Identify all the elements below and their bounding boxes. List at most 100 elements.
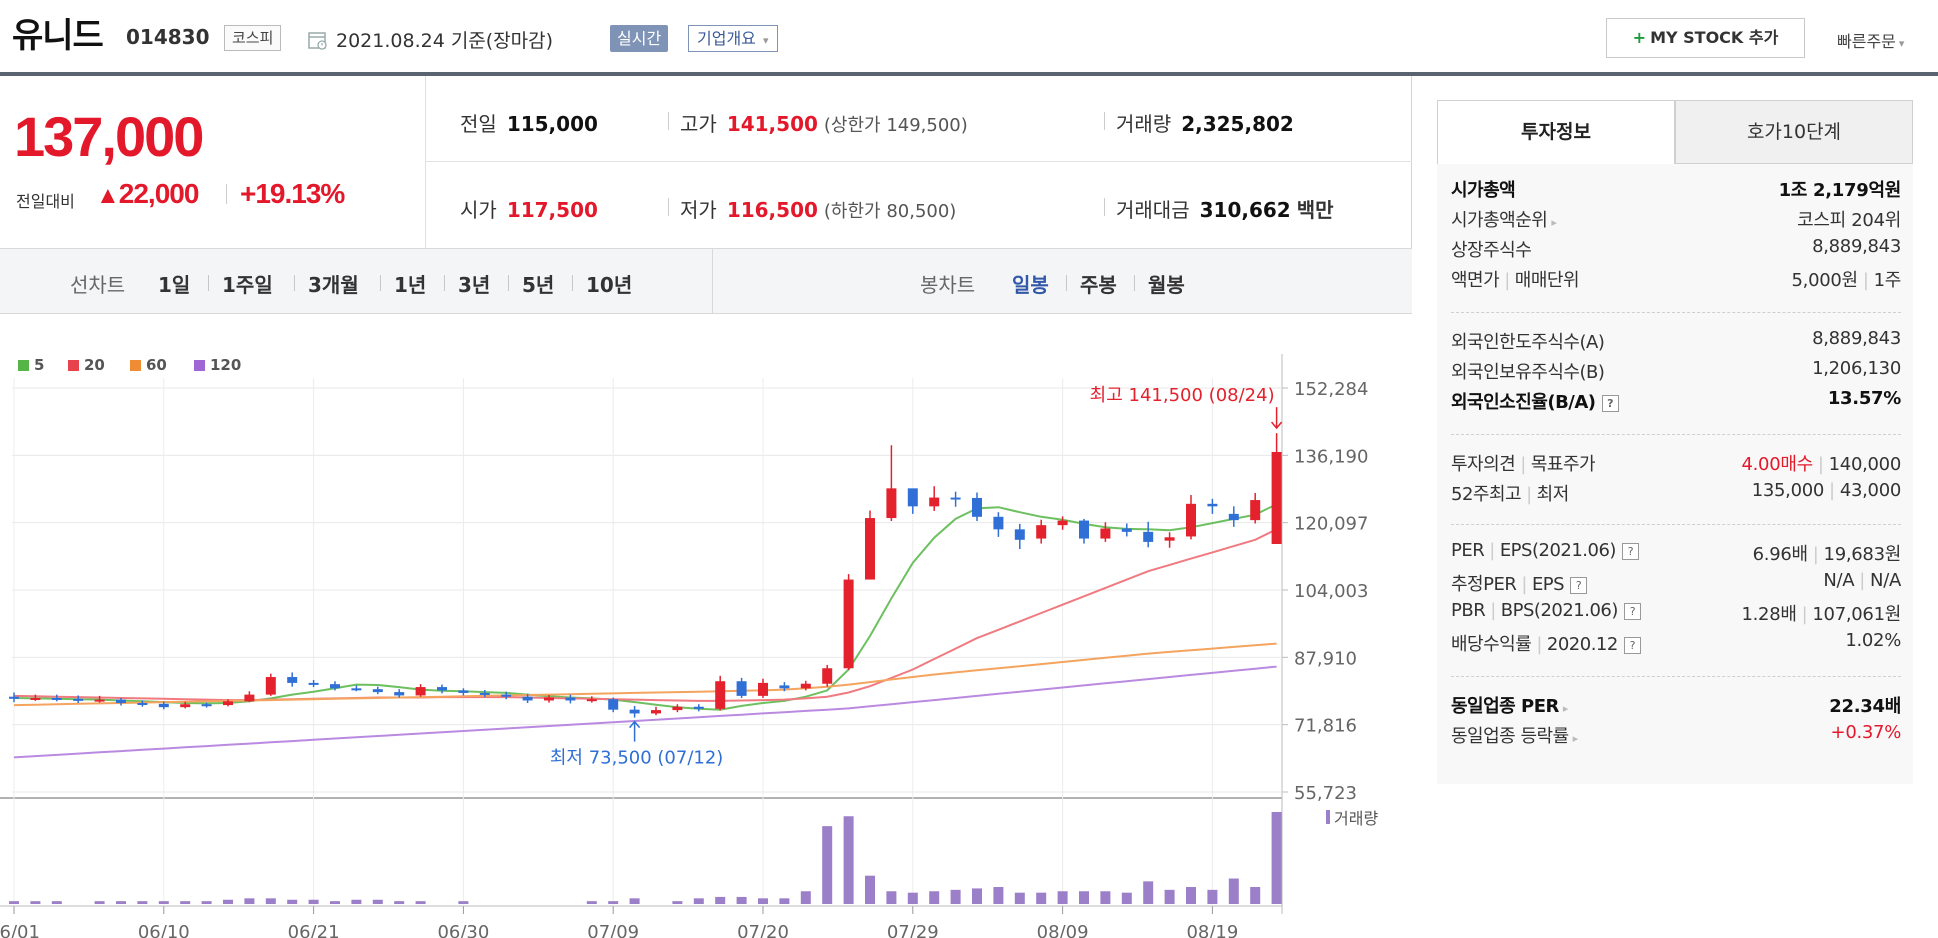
candle-body: [1250, 500, 1261, 521]
stat-label: 거래량: [1116, 112, 1172, 136]
candle-body: [715, 681, 726, 709]
info-row: 배당수익률 | 2020.12? 1.02%: [1451, 630, 1901, 660]
up-arrow-icon: ▲: [96, 182, 120, 209]
chevron-right-icon[interactable]: ▸: [1551, 216, 1557, 229]
tab-daily[interactable]: 일봉: [1012, 273, 1049, 297]
tab-weekly[interactable]: 주봉: [1080, 273, 1117, 297]
candle-body: [437, 687, 447, 691]
quick-order-menu[interactable]: 빠른주문 ▾: [1837, 28, 1904, 52]
stat-label: 거래대금: [1116, 198, 1190, 222]
volume-bar: [1014, 892, 1025, 904]
current-price: 137,000: [14, 105, 204, 168]
info-row: 시가총액순위 ▸ 코스피 204위: [1451, 206, 1901, 236]
info-value-text: 4.00매수: [1741, 454, 1813, 475]
company-overview-button[interactable]: 기업개요 ▾: [688, 25, 778, 52]
volume-bar: [223, 899, 233, 904]
realtime-button[interactable]: 실시간: [610, 25, 669, 52]
candle-body: [586, 699, 597, 702]
info-value-text: 107,061원: [1812, 604, 1901, 625]
candle-body: [1014, 529, 1025, 540]
stock-chart[interactable]: 5 20 60 120 152,284 136,190 120,097 104,003…: [0, 314, 1412, 938]
info-value-text: 140,000: [1828, 454, 1902, 475]
info-key: PER | EPS(2021.06)?: [1451, 540, 1639, 561]
info-value: +0.37%: [1830, 722, 1902, 743]
tab-3m[interactable]: 3개월: [308, 273, 359, 297]
tab-5y[interactable]: 5년: [522, 273, 555, 297]
volume-bar: [822, 826, 833, 904]
info-value-text: 13.57%: [1827, 388, 1901, 409]
volume-bar: [779, 898, 790, 904]
volume-bar: [586, 901, 597, 904]
volume-bar: [372, 899, 383, 904]
header-divider: [0, 72, 1938, 76]
info-key-label: PER: [1451, 540, 1485, 561]
volume-bar: [287, 899, 298, 904]
stat-value: 2,325,802: [1181, 112, 1294, 136]
info-key: PBR | BPS(2021.06)?: [1451, 600, 1641, 621]
candle-body: [1079, 520, 1089, 539]
candle-body: [865, 518, 875, 580]
info-value: 1.02%: [1845, 630, 1901, 651]
volume-bar: [672, 901, 683, 904]
tab-orderbook-10[interactable]: 호가10단계: [1675, 100, 1913, 164]
info-value-text: 22.34배: [1829, 696, 1901, 717]
tab-1w[interactable]: 1주일: [222, 273, 273, 297]
help-icon[interactable]: ?: [1570, 577, 1588, 594]
help-icon[interactable]: ?: [1601, 395, 1619, 412]
candle-body: [1057, 520, 1068, 526]
divider: [294, 275, 295, 291]
help-icon[interactable]: ?: [1621, 543, 1639, 560]
add-my-stock-button[interactable]: + MY STOCK 추가: [1606, 18, 1805, 58]
tab-invest-info[interactable]: 투자정보: [1437, 100, 1675, 164]
legend-ma20: 20: [68, 356, 105, 374]
volume-bar: [1121, 892, 1132, 904]
divider: [1066, 275, 1067, 291]
info-value: 1조 2,179억원: [1778, 176, 1902, 202]
info-value-text: 1조 2,179억원: [1778, 180, 1902, 201]
divider: [380, 275, 381, 291]
volume-bar: [265, 898, 276, 904]
stat-value: 117,500: [506, 198, 598, 222]
info-value-text: 135,000: [1751, 480, 1825, 501]
divider: |: [1801, 604, 1808, 625]
tab-3y[interactable]: 3년: [458, 273, 491, 297]
stat-value: 116,500: [726, 198, 818, 222]
candle-body: [522, 696, 533, 701]
candle-body: [1036, 525, 1047, 539]
volume-bar: [116, 901, 126, 904]
info-key-label: 2020.12: [1546, 634, 1618, 655]
stock-code: 014830: [126, 25, 210, 49]
tab-1d[interactable]: 1일: [158, 273, 191, 297]
divider: |: [1526, 484, 1532, 505]
candle-body: [822, 668, 833, 684]
candle-body: [415, 687, 426, 696]
info-value-text: +0.37%: [1830, 722, 1902, 743]
tab-monthly[interactable]: 월봉: [1148, 273, 1185, 297]
invest-info-box: 시가총액 1조 2,179억원 시가총액순위 ▸ 코스피 204위 상장주식수 8,889,…: [1437, 164, 1913, 784]
chevron-down-icon: ▾: [762, 34, 769, 47]
volume-bar: [1164, 889, 1175, 904]
info-key: 액면가 | 매매단위: [1451, 266, 1580, 292]
help-icon[interactable]: ?: [1623, 603, 1641, 620]
help-icon[interactable]: ?: [1623, 637, 1641, 654]
x-tick-label: 06/10: [138, 922, 190, 938]
chevron-right-icon[interactable]: ▸: [1572, 732, 1579, 745]
divider: [572, 275, 573, 291]
volume-bar: [1036, 892, 1047, 904]
tab-10y[interactable]: 10년: [586, 273, 633, 297]
volume-bar: [950, 889, 961, 904]
volume-bar: [1057, 891, 1068, 904]
info-row: 시가총액 1조 2,179억원: [1451, 176, 1901, 206]
info-row: 추정PER | EPS? N/A | N/A: [1451, 570, 1901, 600]
volume-bar: [736, 896, 747, 904]
divider: |: [1489, 540, 1495, 561]
price-change: ▲22,000: [96, 178, 199, 210]
volume-bar: [758, 898, 768, 904]
chevron-right-icon[interactable]: ▸: [1562, 702, 1569, 715]
info-value: 6.96배 | 19,683원: [1753, 540, 1902, 566]
tab-1y[interactable]: 1년: [394, 273, 427, 297]
company-overview-label: 기업개요: [697, 29, 756, 48]
add-my-stock-label: MY STOCK 추가: [1650, 28, 1779, 47]
candle-body: [287, 677, 298, 683]
divider: |: [1862, 270, 1869, 291]
